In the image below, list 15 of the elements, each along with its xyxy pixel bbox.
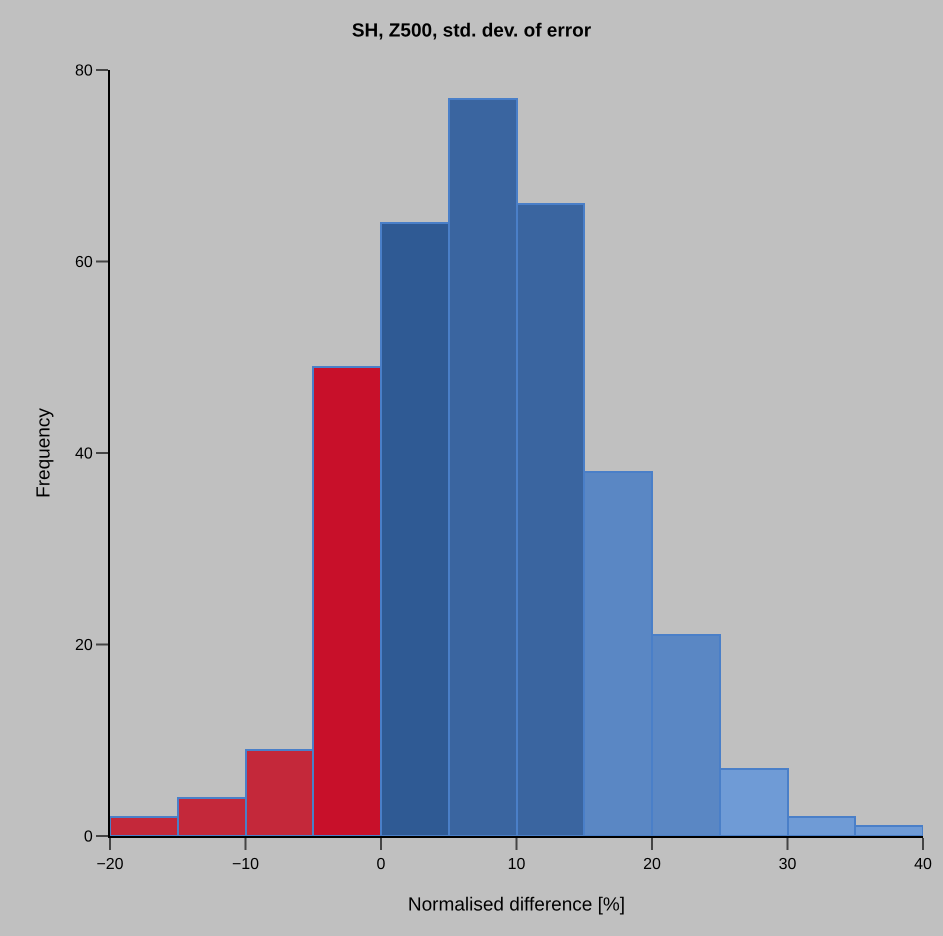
x-tick-label: 20 — [643, 856, 661, 874]
x-tick-label: 40 — [914, 856, 932, 874]
x-tick-label: 0 — [376, 856, 386, 874]
x-tick-label: −10 — [232, 856, 260, 874]
x-tick-label: 10 — [508, 856, 526, 874]
chart-title: SH, Z500, std. dev. of error — [352, 20, 592, 42]
x-tick-label: −20 — [96, 856, 124, 874]
y-tick-label: 60 — [75, 254, 93, 272]
y-axis-title: Frequency — [33, 408, 54, 498]
y-tick-label: 40 — [75, 446, 93, 463]
y-tick-label: 80 — [75, 62, 93, 80]
x-axis-title: Normalised difference [%] — [408, 894, 626, 916]
y-tick-label: 0 — [84, 828, 93, 846]
x-tick-label: 30 — [778, 856, 796, 874]
y-tick-label: 20 — [75, 637, 93, 654]
